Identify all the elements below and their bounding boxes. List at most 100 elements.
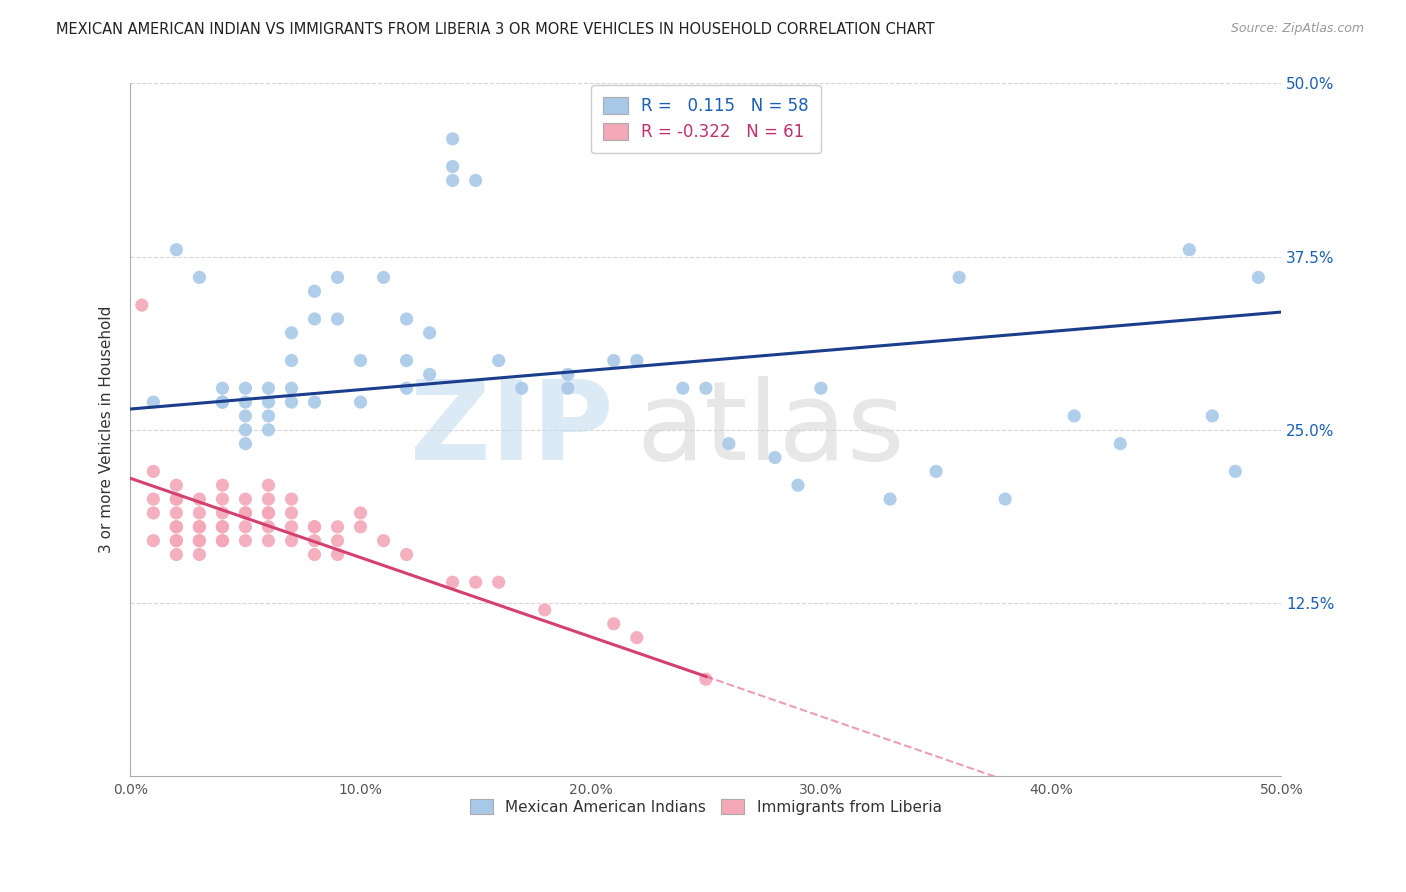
Point xyxy=(280,353,302,368)
Point xyxy=(142,533,165,548)
Text: MEXICAN AMERICAN INDIAN VS IMMIGRANTS FROM LIBERIA 3 OR MORE VEHICLES IN HOUSEHO: MEXICAN AMERICAN INDIAN VS IMMIGRANTS FR… xyxy=(56,22,935,37)
Point xyxy=(464,575,486,590)
Point xyxy=(188,548,211,562)
Point xyxy=(211,520,233,534)
Point xyxy=(188,533,211,548)
Legend: Mexican American Indians, Immigrants from Liberia: Mexican American Indians, Immigrants fro… xyxy=(461,789,950,824)
Point xyxy=(925,464,948,478)
Point xyxy=(326,533,349,548)
Point xyxy=(142,492,165,507)
Point xyxy=(488,353,510,368)
Point xyxy=(257,423,280,437)
Point xyxy=(810,381,832,395)
Point xyxy=(142,464,165,478)
Point xyxy=(257,381,280,395)
Point xyxy=(326,548,349,562)
Point xyxy=(304,285,326,299)
Point xyxy=(211,533,233,548)
Point xyxy=(373,270,395,285)
Point xyxy=(280,326,302,340)
Point xyxy=(280,395,302,409)
Point xyxy=(165,520,187,534)
Point xyxy=(165,533,187,548)
Point xyxy=(235,395,257,409)
Point xyxy=(257,533,280,548)
Point xyxy=(326,312,349,326)
Point xyxy=(1063,409,1085,423)
Point xyxy=(533,603,555,617)
Point xyxy=(211,395,233,409)
Point xyxy=(349,395,371,409)
Point xyxy=(235,409,257,423)
Point xyxy=(695,672,717,686)
Point xyxy=(165,506,187,520)
Point xyxy=(165,548,187,562)
Text: Source: ZipAtlas.com: Source: ZipAtlas.com xyxy=(1230,22,1364,36)
Point xyxy=(419,326,441,340)
Point xyxy=(188,506,211,520)
Point xyxy=(717,436,740,450)
Point xyxy=(395,548,418,562)
Point xyxy=(1109,436,1132,450)
Point xyxy=(349,520,371,534)
Point xyxy=(349,506,371,520)
Point xyxy=(257,506,280,520)
Point xyxy=(165,533,187,548)
Point xyxy=(304,312,326,326)
Point xyxy=(326,520,349,534)
Point xyxy=(257,395,280,409)
Point xyxy=(395,312,418,326)
Text: ZIP: ZIP xyxy=(411,376,614,483)
Point xyxy=(280,506,302,520)
Point xyxy=(557,381,579,395)
Point xyxy=(603,353,626,368)
Point xyxy=(304,533,326,548)
Point xyxy=(349,353,371,368)
Point xyxy=(257,506,280,520)
Point xyxy=(395,353,418,368)
Point xyxy=(235,533,257,548)
Point xyxy=(280,520,302,534)
Point xyxy=(304,395,326,409)
Point xyxy=(211,492,233,507)
Point xyxy=(235,381,257,395)
Point xyxy=(165,243,187,257)
Point xyxy=(165,520,187,534)
Point xyxy=(235,436,257,450)
Point xyxy=(441,173,464,187)
Point xyxy=(1178,243,1201,257)
Point xyxy=(1201,409,1223,423)
Point xyxy=(441,160,464,174)
Point xyxy=(257,478,280,492)
Point xyxy=(188,270,211,285)
Point xyxy=(257,520,280,534)
Point xyxy=(131,298,153,312)
Point xyxy=(672,381,695,395)
Point xyxy=(257,409,280,423)
Point xyxy=(211,478,233,492)
Y-axis label: 3 or more Vehicles in Household: 3 or more Vehicles in Household xyxy=(100,306,114,554)
Point xyxy=(304,520,326,534)
Text: atlas: atlas xyxy=(637,376,905,483)
Point xyxy=(510,381,533,395)
Point xyxy=(419,368,441,382)
Point xyxy=(165,478,187,492)
Point xyxy=(488,575,510,590)
Point xyxy=(304,520,326,534)
Point xyxy=(948,270,970,285)
Point xyxy=(879,492,901,507)
Point xyxy=(441,132,464,146)
Point xyxy=(695,381,717,395)
Point xyxy=(165,492,187,507)
Point xyxy=(280,381,302,395)
Point xyxy=(373,533,395,548)
Point xyxy=(1247,270,1270,285)
Point xyxy=(280,492,302,507)
Point xyxy=(787,478,810,492)
Point xyxy=(211,533,233,548)
Point xyxy=(211,381,233,395)
Point xyxy=(441,575,464,590)
Point xyxy=(235,506,257,520)
Point xyxy=(257,492,280,507)
Point xyxy=(188,520,211,534)
